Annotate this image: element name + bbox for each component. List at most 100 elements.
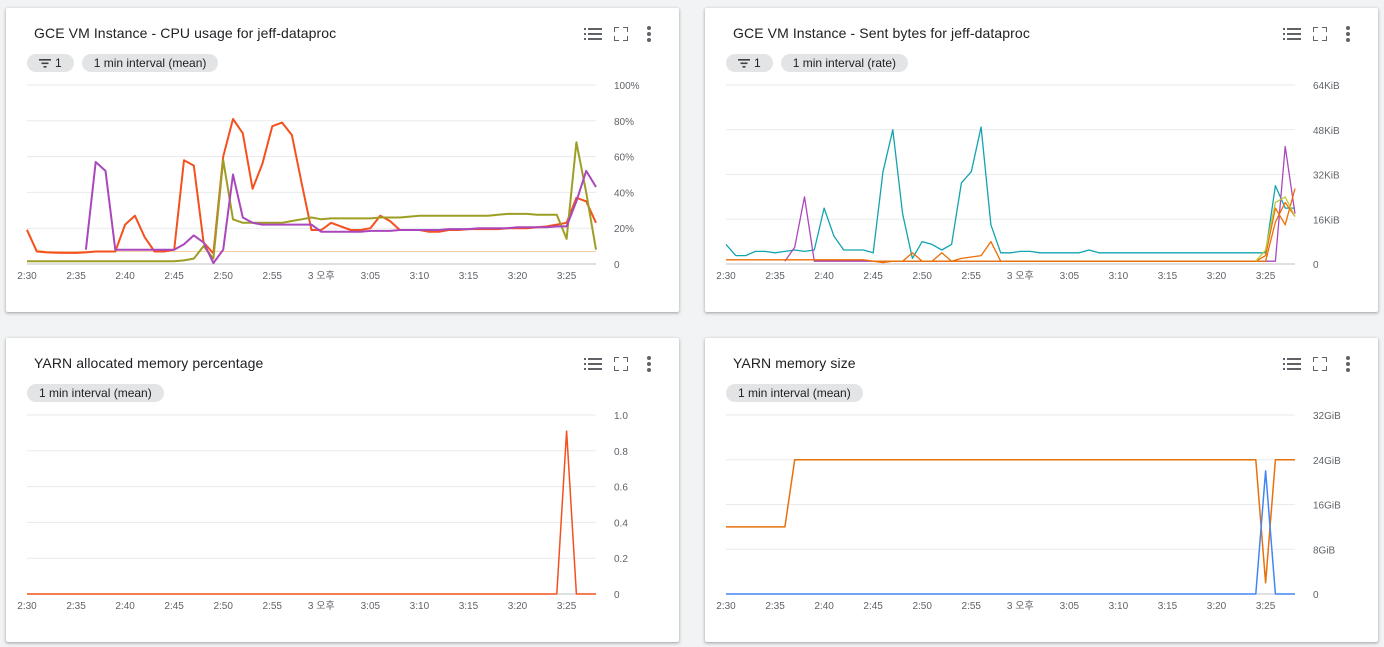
y-tick-label: 0.6 [614, 483, 628, 494]
more-vert-icon[interactable] [635, 22, 663, 46]
y-tick-label: 8GiB [1313, 545, 1336, 556]
y-tick-label: 0.2 [614, 554, 628, 565]
y-tick-label: 0 [614, 260, 620, 271]
x-tick-label: 3:05 [1060, 271, 1080, 282]
interval-chip[interactable]: 1 min interval (mean) [81, 54, 219, 72]
series-line [873, 201, 1296, 262]
series-line [726, 188, 1296, 264]
series-line [27, 430, 596, 595]
chart-plot: 0 20% 40% 60% 80% 100% 2:30 2:35 2:40 2:45 2:50 2:5… [17, 81, 640, 282]
x-tick-label: 2:40 [814, 271, 834, 282]
x-tick-label: 3:10 [410, 271, 430, 282]
interval-chip[interactable]: 1 min interval (mean) [726, 384, 863, 402]
x-tick-label: 3:10 [410, 601, 430, 612]
x-tick-label: 3 오후 [308, 600, 335, 612]
x-tick-label: 3 오후 [1007, 270, 1034, 282]
x-tick-label: 2:45 [863, 601, 883, 612]
x-tick-label: 2:40 [814, 601, 834, 612]
x-tick-label: 2:55 [263, 601, 283, 612]
series-line [784, 145, 1296, 262]
x-tick-label: 3:20 [1207, 271, 1227, 282]
x-tick-label: 2:50 [912, 601, 932, 612]
more-vert-icon[interactable] [1334, 22, 1362, 46]
interval-chip-label: 1 min interval (rate) [792, 56, 897, 70]
y-tick-label: 0 [1313, 590, 1319, 601]
more-vert-icon[interactable] [1334, 352, 1362, 376]
x-tick-label: 2:35 [66, 601, 86, 612]
x-tick-label: 2:35 [765, 601, 785, 612]
chart-plot: 0 0.2 0.4 0.6 0.8 1.0 2:30 2:35 2:40 2:45 2:50 2:55… [17, 411, 628, 612]
more-vert-icon[interactable] [635, 352, 663, 376]
series-line [26, 227, 596, 252]
series-line [27, 141, 597, 263]
y-tick-label: 20% [614, 224, 634, 235]
chart-card-yarn-memory-size: YARN memory size 1 min interval (mean) 0… [705, 338, 1378, 642]
y-tick-label: 32GiB [1313, 411, 1341, 422]
legend-list-icon[interactable] [579, 352, 607, 376]
chart-toolbar [1278, 352, 1362, 376]
chip-row: 1 1 min interval (rate) [726, 54, 909, 72]
legend-list-icon[interactable] [1278, 352, 1306, 376]
legend-list-icon[interactable] [579, 22, 607, 46]
y-tick-label: 0.8 [614, 447, 628, 458]
y-tick-label: 100% [614, 81, 640, 92]
chip-row: 1 min interval (mean) [726, 384, 863, 402]
y-tick-label: 16GiB [1313, 501, 1341, 512]
filter-icon [738, 58, 750, 68]
x-tick-label: 3:05 [1060, 601, 1080, 612]
filter-chip[interactable]: 1 [726, 54, 773, 72]
interval-chip-label: 1 min interval (mean) [738, 386, 851, 400]
x-tick-label: 2:40 [115, 601, 135, 612]
x-tick-label: 3:15 [1158, 271, 1178, 282]
x-tick-label: 2:50 [213, 601, 233, 612]
x-tick-label: 3:15 [1158, 601, 1178, 612]
y-tick-label: 0.4 [614, 518, 628, 529]
x-tick-label: 3:25 [557, 271, 577, 282]
x-tick-label: 2:50 [912, 271, 932, 282]
x-tick-label: 3:10 [1109, 271, 1129, 282]
series-line [726, 459, 1295, 584]
chart-title: GCE VM Instance - Sent bytes for jeff-da… [733, 25, 1030, 41]
chip-row: 1 min interval (mean) [27, 384, 164, 402]
y-tick-label: 32KiB [1313, 171, 1340, 182]
chart-toolbar [579, 22, 663, 46]
series-line [726, 470, 1295, 595]
x-tick-label: 2:35 [765, 271, 785, 282]
x-tick-label: 3:20 [1207, 601, 1227, 612]
series-line [1255, 196, 1296, 262]
filter-chip-label: 1 [754, 56, 761, 70]
x-tick-label: 2:45 [164, 271, 184, 282]
interval-chip-label: 1 min interval (mean) [93, 56, 207, 70]
y-tick-label: 1.0 [614, 411, 628, 422]
filter-chip[interactable]: 1 [27, 54, 74, 72]
x-tick-label: 3:15 [459, 271, 479, 282]
x-tick-label: 2:35 [66, 271, 86, 282]
x-tick-label: 2:45 [164, 601, 184, 612]
x-tick-label: 3:05 [361, 271, 381, 282]
x-tick-label: 3:10 [1109, 601, 1129, 612]
x-tick-label: 2:55 [962, 271, 982, 282]
interval-chip[interactable]: 1 min interval (mean) [27, 384, 164, 402]
chart-toolbar [579, 352, 663, 376]
chart-card-yarn-allocated-memory: YARN allocated memory percentage 1 min i… [6, 338, 679, 642]
chart-title: GCE VM Instance - CPU usage for jeff-dat… [34, 25, 337, 41]
series-line [725, 126, 1295, 260]
x-tick-label: 3:20 [508, 271, 528, 282]
legend-list-icon[interactable] [1278, 22, 1306, 46]
y-tick-label: 64KiB [1313, 81, 1340, 92]
x-tick-label: 2:30 [716, 271, 736, 282]
y-tick-label: 48KiB [1313, 126, 1340, 137]
x-tick-label: 3 오후 [308, 270, 335, 282]
y-tick-label: 60% [614, 153, 634, 164]
chart-title: YARN memory size [733, 355, 856, 371]
x-tick-label: 2:30 [17, 271, 37, 282]
y-tick-label: 0 [614, 590, 620, 601]
interval-chip[interactable]: 1 min interval (rate) [780, 54, 909, 72]
x-tick-label: 3:20 [508, 601, 528, 612]
chart-card-cpu-usage: GCE VM Instance - CPU usage for jeff-dat… [6, 8, 679, 312]
x-tick-label: 2:55 [962, 601, 982, 612]
chip-row: 1 1 min interval (mean) [27, 54, 219, 72]
x-tick-label: 2:55 [263, 271, 283, 282]
x-tick-label: 3:05 [361, 601, 381, 612]
y-tick-label: 40% [614, 188, 634, 199]
